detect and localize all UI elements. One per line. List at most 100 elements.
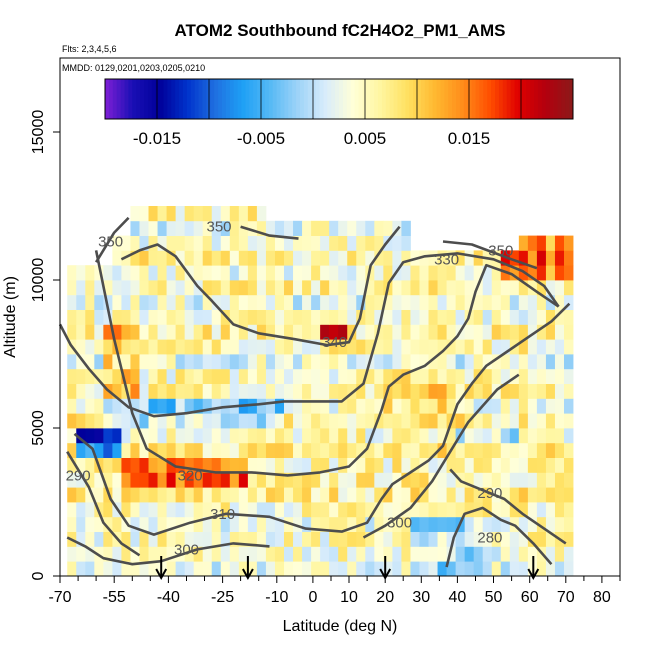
colorbar-swatch xyxy=(510,79,515,119)
heatmap-cell xyxy=(374,531,384,547)
colorbar-swatch xyxy=(144,79,149,119)
heatmap-cell xyxy=(509,354,520,370)
x-tick-label: 10 xyxy=(340,589,358,606)
heatmap-cell xyxy=(76,561,86,577)
heatmap-cell xyxy=(473,546,484,562)
heatmap-cell xyxy=(374,368,384,384)
colorbar-swatch xyxy=(315,79,320,119)
heatmap-cell xyxy=(500,413,511,429)
heatmap-cell xyxy=(338,502,348,518)
heatmap-cell xyxy=(419,472,429,488)
heatmap-cell xyxy=(130,442,140,458)
heatmap-cell xyxy=(256,220,267,236)
heatmap-cell xyxy=(293,487,303,503)
heatmap-cell xyxy=(94,383,104,399)
heatmap-cell xyxy=(410,561,420,577)
heatmap-cell xyxy=(446,516,457,532)
heatmap-cell xyxy=(265,487,276,503)
heatmap-cell xyxy=(437,531,447,547)
heatmap-cell xyxy=(175,502,186,518)
heatmap-cell xyxy=(184,294,195,310)
heatmap-cell xyxy=(509,442,520,458)
heatmap-cell xyxy=(374,398,384,414)
heatmap-cell xyxy=(545,413,556,429)
contour-line xyxy=(94,250,560,477)
heatmap-cell xyxy=(284,294,294,310)
heatmap-cell xyxy=(193,235,204,251)
heatmap-cell xyxy=(338,561,348,577)
heatmap-cell xyxy=(338,383,348,399)
colorbar-swatch xyxy=(549,79,554,119)
colorbar-swatch xyxy=(222,79,227,119)
heatmap-cell xyxy=(446,383,457,399)
heatmap-cell xyxy=(392,561,402,577)
heatmap-cell xyxy=(554,324,565,340)
heatmap-cell xyxy=(446,324,457,340)
heatmap-cell xyxy=(265,383,276,399)
heatmap-cell xyxy=(527,368,538,384)
heatmap-cell xyxy=(338,442,348,458)
heatmap-cell xyxy=(410,309,420,325)
colorbar-swatch xyxy=(537,79,543,119)
heatmap-cell xyxy=(356,339,366,355)
heatmap-cell xyxy=(311,398,321,414)
heatmap-cell xyxy=(509,324,520,340)
heatmap-cell xyxy=(166,561,177,577)
heatmap-cell xyxy=(256,250,267,266)
heatmap-cell xyxy=(428,516,438,532)
heatmap-cell xyxy=(202,531,213,547)
colorbar-tick-label: 0.015 xyxy=(448,129,491,148)
heatmap-cell xyxy=(446,546,457,562)
heatmap-cell xyxy=(536,516,547,532)
heatmap-cell xyxy=(320,383,330,399)
colorbar-swatch xyxy=(183,79,188,119)
colorbar-swatch xyxy=(253,79,258,119)
heatmap-cell xyxy=(166,413,177,429)
heatmap-cell xyxy=(85,339,95,355)
heatmap-cell xyxy=(211,398,222,414)
colorbar-swatch xyxy=(424,79,430,119)
heatmap-cell xyxy=(527,487,538,503)
heatmap-cell xyxy=(130,428,140,444)
heatmap-cell xyxy=(482,339,493,355)
heatmap-cell xyxy=(518,472,529,488)
heatmap-cell xyxy=(329,502,339,518)
heatmap-cell xyxy=(356,280,366,296)
heatmap-cell xyxy=(265,339,276,355)
heatmap-cell xyxy=(166,442,177,458)
heatmap-cell xyxy=(121,516,131,532)
heatmap-cell xyxy=(157,472,167,488)
heatmap-cell xyxy=(491,339,502,355)
heatmap-cell xyxy=(347,324,357,340)
heatmap-cell xyxy=(464,457,475,473)
heatmap-cell xyxy=(347,250,357,266)
heatmap-cell xyxy=(401,235,411,251)
colorbar-swatch xyxy=(342,79,348,119)
heatmap-cell xyxy=(130,235,140,251)
heatmap-cell xyxy=(121,442,131,458)
heatmap-cell xyxy=(238,235,249,251)
heatmap-cell xyxy=(265,309,276,325)
heatmap-cell xyxy=(338,324,348,340)
heatmap-cell xyxy=(509,428,520,444)
heatmap-cell xyxy=(356,561,366,577)
heatmap-cell xyxy=(94,442,104,458)
heatmap-cell xyxy=(446,368,457,384)
heatmap-cell xyxy=(347,368,357,384)
heatmap-cell xyxy=(220,354,231,370)
heatmap-cell xyxy=(220,516,231,532)
heatmap-cell xyxy=(238,294,249,310)
heatmap-cell xyxy=(94,368,104,384)
heatmap-cell xyxy=(274,354,285,370)
heatmap-cell xyxy=(148,339,158,355)
heatmap-cell xyxy=(220,250,231,266)
heatmap-cell xyxy=(238,250,249,266)
heatmap-cell xyxy=(347,561,357,577)
heatmap-cell xyxy=(211,561,222,577)
colorbar-swatch xyxy=(229,79,235,119)
colorbar-swatch xyxy=(413,79,418,119)
colorbar-swatch xyxy=(116,79,122,119)
heatmap-cell xyxy=(130,324,140,340)
heatmap-cell xyxy=(419,324,429,340)
heatmap-cell xyxy=(229,516,240,532)
